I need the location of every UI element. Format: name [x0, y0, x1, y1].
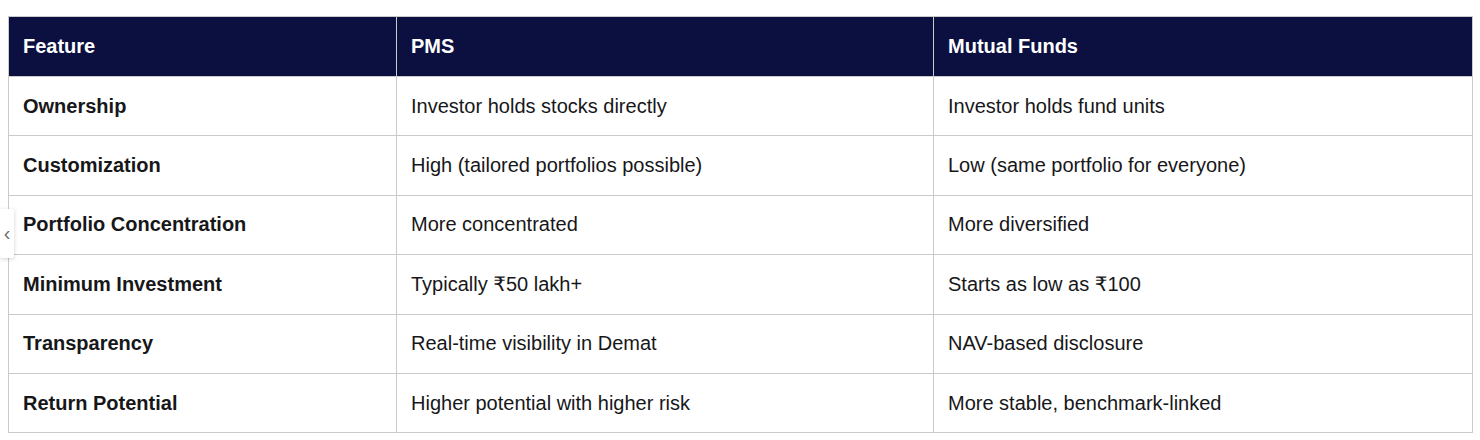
comparison-table: Feature PMS Mutual Funds Ownership Inves… — [8, 16, 1473, 433]
table-row: Return Potential Higher potential with h… — [9, 373, 1473, 432]
pms-cell: High (tailored portfolios possible) — [397, 136, 934, 195]
mf-cell: NAV-based disclosure — [934, 314, 1473, 373]
pms-cell: Real-time visibility in Demat — [397, 314, 934, 373]
table-row: Minimum Investment Typically ₹50 lakh+ S… — [9, 255, 1473, 314]
feature-cell: Customization — [9, 136, 397, 195]
table-body: Ownership Investor holds stocks directly… — [9, 77, 1473, 433]
mf-cell: Investor holds fund units — [934, 77, 1473, 136]
table-row: Ownership Investor holds stocks directly… — [9, 77, 1473, 136]
table-row: Customization High (tailored portfolios … — [9, 136, 1473, 195]
mf-cell: Starts as low as ₹100 — [934, 255, 1473, 314]
mf-cell: More diversified — [934, 195, 1473, 254]
mf-cell: More stable, benchmark-linked — [934, 373, 1473, 432]
scroll-left-button[interactable]: ‹ — [0, 209, 14, 258]
column-header-pms: PMS — [397, 17, 934, 77]
feature-cell: Transparency — [9, 314, 397, 373]
feature-cell: Minimum Investment — [9, 255, 397, 314]
column-header-mutual-funds: Mutual Funds — [934, 17, 1473, 77]
page: ‹ Feature PMS Mutual Funds Ownership Inv… — [0, 0, 1480, 440]
pms-cell: Typically ₹50 lakh+ — [397, 255, 934, 314]
pms-cell: Investor holds stocks directly — [397, 77, 934, 136]
feature-cell: Ownership — [9, 77, 397, 136]
pms-cell: More concentrated — [397, 195, 934, 254]
table-header: Feature PMS Mutual Funds — [9, 17, 1473, 77]
pms-cell: Higher potential with higher risk — [397, 373, 934, 432]
mf-cell: Low (same portfolio for everyone) — [934, 136, 1473, 195]
table-row: Portfolio Concentration More concentrate… — [9, 195, 1473, 254]
feature-cell: Portfolio Concentration — [9, 195, 397, 254]
feature-cell: Return Potential — [9, 373, 397, 432]
chevron-left-icon: ‹ — [4, 223, 11, 243]
table-row: Transparency Real-time visibility in Dem… — [9, 314, 1473, 373]
column-header-feature: Feature — [9, 17, 397, 77]
header-row: Feature PMS Mutual Funds — [9, 17, 1473, 77]
